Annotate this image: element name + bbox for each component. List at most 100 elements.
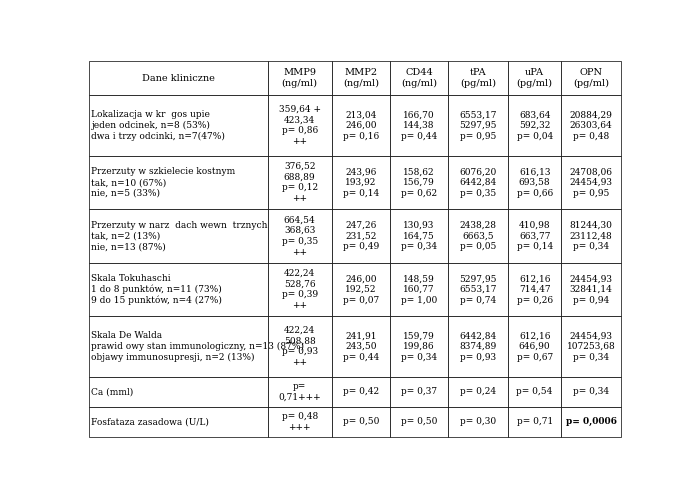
Text: 612,16
646,90
p= 0,67: 612,16 646,90 p= 0,67: [516, 331, 553, 362]
Bar: [390, 377, 448, 407]
Bar: [448, 263, 508, 316]
Text: MMP2
(ng/ml): MMP2 (ng/ml): [343, 69, 379, 88]
Bar: [267, 61, 332, 95]
Bar: [89, 407, 267, 437]
Text: p= 0,71: p= 0,71: [516, 418, 553, 426]
Text: tPA
(pg/ml): tPA (pg/ml): [460, 69, 496, 88]
Bar: [561, 407, 621, 437]
Bar: [390, 210, 448, 263]
Bar: [561, 95, 621, 156]
Bar: [508, 316, 561, 377]
Text: 376,52
688,89
p= 0,12
++: 376,52 688,89 p= 0,12 ++: [281, 162, 317, 203]
Text: CD44
(ng/ml): CD44 (ng/ml): [401, 69, 437, 88]
Bar: [390, 156, 448, 210]
Text: Dane kliniczne: Dane kliniczne: [142, 73, 215, 83]
Text: Skala Tokuhaschi
1 do 8 punktów, n=11 (73%)
9 do 15 punktów, n=4 (27%): Skala Tokuhaschi 1 do 8 punktów, n=11 (7…: [91, 274, 222, 305]
Text: Skala De Walda
prawid owy stan immunologiczny, n=13 (87%)
objawy immunosupresji,: Skala De Walda prawid owy stan immunolog…: [91, 331, 304, 362]
Bar: [508, 61, 561, 95]
Bar: [89, 263, 267, 316]
Bar: [508, 407, 561, 437]
Bar: [267, 263, 332, 316]
Text: Przerzuty w szkielecie kostnym
tak, n=10 (67%)
nie, n=5 (33%): Przerzuty w szkielecie kostnym tak, n=10…: [91, 167, 236, 198]
Text: Fosfataza zasadowa (U/L): Fosfataza zasadowa (U/L): [91, 418, 209, 426]
Bar: [561, 377, 621, 407]
Text: 5297,95
6553,17
p= 0,74: 5297,95 6553,17 p= 0,74: [459, 274, 497, 305]
Bar: [561, 61, 621, 95]
Text: 24454,93
32841,14
p= 0,94: 24454,93 32841,14 p= 0,94: [570, 274, 613, 305]
Text: uPA
(pg/ml): uPA (pg/ml): [517, 69, 552, 88]
Text: p= 0,24: p= 0,24: [460, 387, 496, 396]
Bar: [267, 316, 332, 377]
Bar: [390, 316, 448, 377]
Bar: [89, 316, 267, 377]
Text: p= 0,30: p= 0,30: [460, 418, 496, 426]
Text: 6076,20
6442,84
p= 0,35: 6076,20 6442,84 p= 0,35: [459, 167, 497, 198]
Bar: [332, 95, 390, 156]
Text: 2438,28
6663,5
p= 0,05: 2438,28 6663,5 p= 0,05: [459, 221, 497, 251]
Text: 130,93
164,75
p= 0,34: 130,93 164,75 p= 0,34: [401, 221, 437, 251]
Text: p=
0,71+++: p= 0,71+++: [279, 382, 321, 402]
Bar: [89, 210, 267, 263]
Bar: [332, 61, 390, 95]
Text: 166,70
144,38
p= 0,44: 166,70 144,38 p= 0,44: [401, 110, 437, 141]
Text: 20884,29
26303,64
p= 0,48: 20884,29 26303,64 p= 0,48: [570, 110, 613, 141]
Bar: [561, 210, 621, 263]
Text: 213,04
246,00
p= 0,16: 213,04 246,00 p= 0,16: [342, 110, 379, 141]
Bar: [332, 377, 390, 407]
Text: Ca (mml): Ca (mml): [91, 387, 134, 396]
Text: OPN
(pg/ml): OPN (pg/ml): [573, 69, 609, 88]
Bar: [390, 61, 448, 95]
Text: p= 0,48
+++: p= 0,48 +++: [281, 412, 318, 432]
Bar: [561, 263, 621, 316]
Text: 359,64 +
423,34
p= 0,86
++: 359,64 + 423,34 p= 0,86 ++: [279, 105, 321, 146]
Text: 81244,30
23112,48
p= 0,34: 81244,30 23112,48 p= 0,34: [570, 221, 613, 251]
Bar: [332, 263, 390, 316]
Bar: [267, 156, 332, 210]
Bar: [267, 407, 332, 437]
Bar: [508, 95, 561, 156]
Text: 24454,93
107253,68
p= 0,34: 24454,93 107253,68 p= 0,34: [567, 331, 615, 362]
Bar: [89, 156, 267, 210]
Bar: [332, 210, 390, 263]
Text: 683,64
592,32
p= 0,04: 683,64 592,32 p= 0,04: [516, 110, 553, 141]
Bar: [448, 407, 508, 437]
Text: 241,91
243,50
p= 0,44: 241,91 243,50 p= 0,44: [342, 331, 379, 362]
Text: 243,96
193,92
p= 0,14: 243,96 193,92 p= 0,14: [342, 167, 379, 198]
Bar: [448, 210, 508, 263]
Bar: [332, 407, 390, 437]
Text: 159,79
199,86
p= 0,34: 159,79 199,86 p= 0,34: [401, 331, 437, 362]
Bar: [390, 95, 448, 156]
Text: Przerzuty w narz  dach wewn  trznych
tak, n=2 (13%)
nie, n=13 (87%): Przerzuty w narz dach wewn trznych tak, …: [91, 221, 268, 251]
Text: 410,98
663,77
p= 0,14: 410,98 663,77 p= 0,14: [516, 221, 553, 251]
Bar: [448, 95, 508, 156]
Text: p= 0,54: p= 0,54: [516, 387, 553, 396]
Bar: [89, 377, 267, 407]
Bar: [390, 263, 448, 316]
Bar: [561, 316, 621, 377]
Text: 612,16
714,47
p= 0,26: 612,16 714,47 p= 0,26: [516, 274, 553, 305]
Text: 247,26
231,52
p= 0,49: 247,26 231,52 p= 0,49: [342, 221, 379, 251]
Text: 616,13
693,58
p= 0,66: 616,13 693,58 p= 0,66: [516, 167, 553, 198]
Text: p= 0,42: p= 0,42: [343, 387, 379, 396]
Text: 422,24
508,88
p= 0,93
++: 422,24 508,88 p= 0,93 ++: [281, 326, 317, 367]
Text: 158,62
156,79
p= 0,62: 158,62 156,79 p= 0,62: [401, 167, 437, 198]
Bar: [508, 156, 561, 210]
Text: p= 0,34: p= 0,34: [573, 387, 609, 396]
Text: p= 0,0006: p= 0,0006: [565, 418, 617, 426]
Text: p= 0,37: p= 0,37: [401, 387, 437, 396]
Bar: [332, 316, 390, 377]
Bar: [332, 156, 390, 210]
Bar: [508, 263, 561, 316]
Bar: [267, 210, 332, 263]
Bar: [561, 156, 621, 210]
Bar: [508, 210, 561, 263]
Bar: [89, 95, 267, 156]
Text: Lokalizacja w kr  gos upie
jeden odcinek, n=8 (53%)
dwa i trzy odcinki, n=7(47%): Lokalizacja w kr gos upie jeden odcinek,…: [91, 110, 225, 141]
Text: 664,54
368,63
p= 0,35
++: 664,54 368,63 p= 0,35 ++: [281, 215, 318, 257]
Bar: [89, 61, 267, 95]
Bar: [448, 316, 508, 377]
Text: 148,59
160,77
p= 1,00: 148,59 160,77 p= 1,00: [401, 274, 437, 305]
Text: 24708,06
24454,93
p= 0,95: 24708,06 24454,93 p= 0,95: [570, 167, 613, 198]
Text: 6553,17
5297,95
p= 0,95: 6553,17 5297,95 p= 0,95: [459, 110, 497, 141]
Bar: [448, 61, 508, 95]
